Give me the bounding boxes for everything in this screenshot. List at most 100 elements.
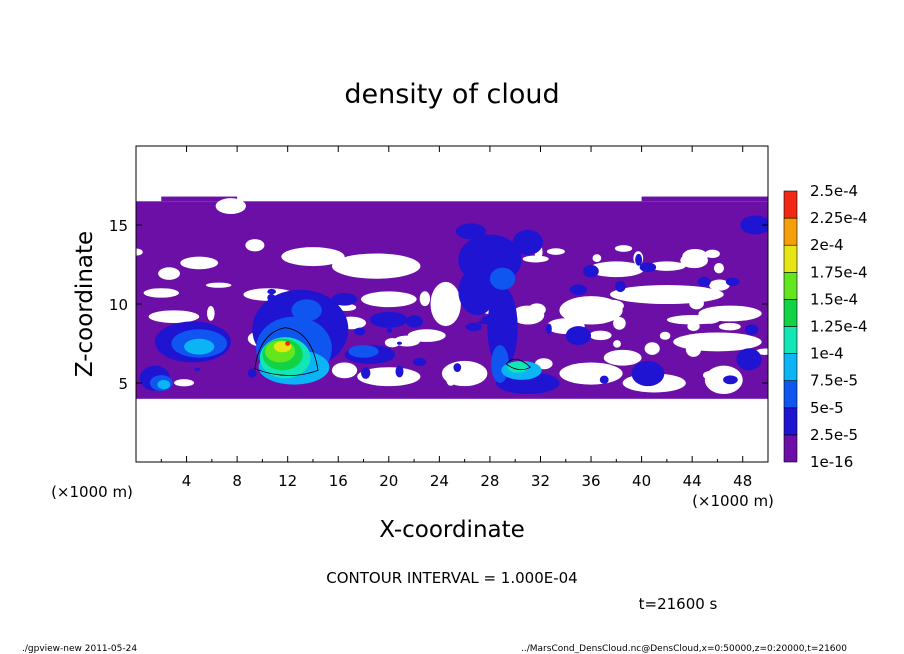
- cloud-gap: [245, 239, 265, 252]
- cloud-gap: [522, 255, 549, 263]
- density-region: [184, 338, 215, 355]
- density-region: [455, 223, 487, 240]
- density-region: [453, 363, 462, 372]
- colorbar-label: 2.5e-5: [810, 426, 858, 444]
- density-region: [354, 327, 366, 336]
- cloud-gap: [614, 245, 633, 252]
- cloud-gap: [647, 261, 686, 271]
- background-cloud: [641, 196, 768, 202]
- density-region: [267, 293, 276, 302]
- x-unit-label-right: (×1000 m): [692, 492, 774, 510]
- density-region: [412, 357, 427, 367]
- y-axis-title: Z-coordinate: [72, 231, 98, 377]
- density-region: [458, 267, 497, 316]
- density-region: [267, 288, 277, 295]
- cloud-gap: [281, 247, 345, 267]
- cloud-gap: [689, 297, 704, 310]
- colorbar-label: 1.75e-4: [810, 263, 868, 281]
- colorbar-swatch: [783, 271, 798, 300]
- colorbar-label: 1e-16: [810, 453, 853, 471]
- cloud-gap: [158, 267, 180, 280]
- cloud-gap: [143, 288, 179, 298]
- density-region: [369, 311, 408, 328]
- cloud-gap: [685, 342, 702, 357]
- density-region: [740, 215, 768, 235]
- program-label: ./gpview-new 2011-05-24: [22, 644, 137, 654]
- cloud-gap: [174, 379, 195, 387]
- cloud-gap: [713, 262, 724, 274]
- colorbar-swatch: [783, 353, 798, 382]
- cloud-gap: [704, 249, 720, 259]
- cloud-gap: [205, 282, 232, 288]
- colorbar-swatch: [783, 326, 798, 354]
- density-region: [615, 280, 626, 293]
- cloud-gap: [384, 337, 400, 348]
- colorbar-label: 1e-4: [810, 345, 844, 363]
- cloud-gap: [206, 306, 215, 321]
- density-region: [545, 323, 552, 334]
- cloud-gap: [659, 331, 671, 340]
- cloud-gap: [613, 316, 626, 330]
- contour-line: [254, 327, 319, 376]
- density-region: [736, 348, 762, 371]
- colorbar-label: 7.5e-5: [810, 372, 858, 390]
- density-region: [361, 367, 371, 379]
- density-region: [635, 253, 643, 266]
- cloud-gap: [709, 279, 730, 291]
- density-region: [569, 284, 587, 296]
- density-region: [489, 267, 516, 290]
- x-tick-label: 36: [581, 472, 600, 490]
- cloud-gap: [610, 285, 724, 304]
- cloud-gap: [430, 281, 461, 327]
- colorbar-label: 2.25e-4: [810, 209, 868, 227]
- density-region: [386, 327, 393, 334]
- density-region: [194, 367, 201, 371]
- cloud-gap: [546, 248, 565, 255]
- cloud-gap: [331, 253, 421, 279]
- x-tick-label: 16: [329, 472, 348, 490]
- cloud-gap: [680, 252, 708, 269]
- colorbar-label: 2.5e-4: [810, 182, 858, 200]
- density-region: [487, 286, 518, 369]
- cloud-gap: [566, 370, 588, 381]
- density-region: [396, 341, 403, 345]
- cloud-gap: [718, 322, 741, 331]
- colorbar-label: 5e-5: [810, 399, 844, 417]
- time-label: t=21600 s: [639, 595, 718, 613]
- cloud-gap: [419, 291, 431, 307]
- colorbar-swatch: [783, 434, 798, 463]
- colorbar-swatch: [783, 244, 798, 273]
- cloud-gap: [603, 349, 642, 366]
- x-tick-label: 24: [430, 472, 449, 490]
- colorbar-label: 1.5e-4: [810, 290, 858, 308]
- cloud-gap: [360, 291, 417, 308]
- cloud-gap: [588, 261, 645, 278]
- cloud-gap: [589, 330, 612, 341]
- density-region: [348, 345, 379, 358]
- density-region: [744, 324, 759, 335]
- cloud-gap: [613, 340, 621, 348]
- density-region: [247, 368, 257, 378]
- cloud-gap: [445, 370, 456, 386]
- density-field: [136, 196, 768, 399]
- x-tick-label: 48: [733, 472, 752, 490]
- cloud-gap: [687, 321, 700, 331]
- contour-interval-label: CONTOUR INTERVAL = 1.000E-04: [326, 569, 577, 587]
- density-region: [331, 292, 358, 306]
- y-axis: 5 10 15: [109, 217, 768, 393]
- cloud-gap: [702, 370, 718, 380]
- x-tick-label: 12: [278, 472, 297, 490]
- source-label: ../MarsCond_DensCloud.nc@DensCloud,x=0:5…: [521, 644, 847, 654]
- x-tick-label: 8: [232, 472, 242, 490]
- density-region: [511, 261, 520, 266]
- density-region: [157, 379, 171, 390]
- density-region: [405, 315, 423, 328]
- colorbar-label: 2e-4: [810, 236, 844, 254]
- density-region: [631, 360, 665, 387]
- density-region: [697, 276, 711, 287]
- colorbar-label: 1.25e-4: [810, 318, 868, 336]
- x-axis: 4 8 12 16 20 24 28 32 36 40 44 48: [160, 146, 752, 490]
- x-tick-label: 40: [632, 472, 651, 490]
- main-cloud-core: [285, 341, 291, 346]
